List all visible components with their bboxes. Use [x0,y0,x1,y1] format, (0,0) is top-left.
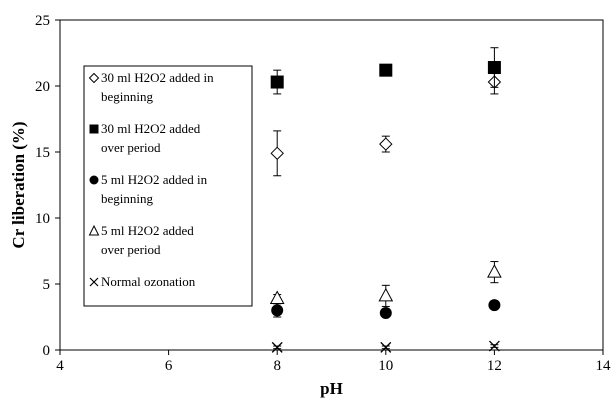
legend-label: Normal ozonation [101,274,196,289]
open-diamond-marker [270,146,284,161]
legend-square-marker [89,124,99,134]
x-axis-title: pH [320,379,343,398]
legend-cross-marker [89,277,99,287]
y-tick-label: 25 [35,13,50,29]
legend-triangle-marker [88,224,100,236]
open-triangle-marker [487,264,502,278]
legend-item: 30 ml H2O2 added over period [89,121,201,155]
legend-circle-marker [89,175,99,185]
filled-square-marker [487,61,501,75]
x-tick-label: 10 [378,358,393,374]
x-tick-label: 14 [596,358,612,374]
legend-item: 5 ml H2O2 added over period [88,223,194,257]
x-tick-label: 6 [165,358,173,374]
filled-circle-marker [379,307,392,320]
y-tick-label: 5 [43,277,51,293]
series-cross [271,340,500,353]
x-tick-label: 12 [487,358,502,374]
y-axis-title: Cr liberation (%) [9,121,28,248]
legend-item: 5 ml H2O2 added in beginning [89,172,208,206]
y-tick-label: 0 [43,343,51,359]
legend-label: beginning [101,89,153,104]
cross-marker [488,340,500,352]
open-triangle-marker [269,290,285,305]
cross-marker [380,341,392,353]
legend-label: 5 ml H2O2 added [101,223,194,238]
legend-label: 30 ml H2O2 added [101,121,201,136]
y-tick-label: 15 [35,145,50,161]
series-filled-square [270,47,501,95]
legend-label: 5 ml H2O2 added in [101,172,208,187]
legend-label: beginning [101,191,153,206]
legend-item: 30 ml H2O2 added in beginning [88,70,214,104]
legend-label: over period [101,242,161,257]
x-tick-label: 4 [56,358,64,374]
cross-marker [271,341,283,353]
series-open-diamond [270,69,502,177]
legend-item: Normal ozonation [89,274,196,289]
plot-frame [59,19,604,351]
legend-label: 30 ml H2O2 added in [101,70,214,85]
open-triangle-marker [378,287,394,302]
y-tick-label: 10 [35,211,50,227]
filled-circle-marker [488,299,501,312]
x-tick-label: 8 [273,358,281,374]
open-diamond-marker [379,137,393,151]
filled-square-marker [270,75,284,89]
y-tick-label: 20 [35,79,50,95]
legend-label: over period [101,140,161,155]
axes: 4 6 8 10 12 14 0 5 10 15 20 25 [35,13,611,374]
legend-box [83,65,253,307]
filled-circle-marker [271,304,284,317]
plot-area [269,47,502,353]
legend-diamond-marker [88,72,100,84]
filled-square-marker [379,63,393,77]
series-open-triangle [269,261,502,307]
